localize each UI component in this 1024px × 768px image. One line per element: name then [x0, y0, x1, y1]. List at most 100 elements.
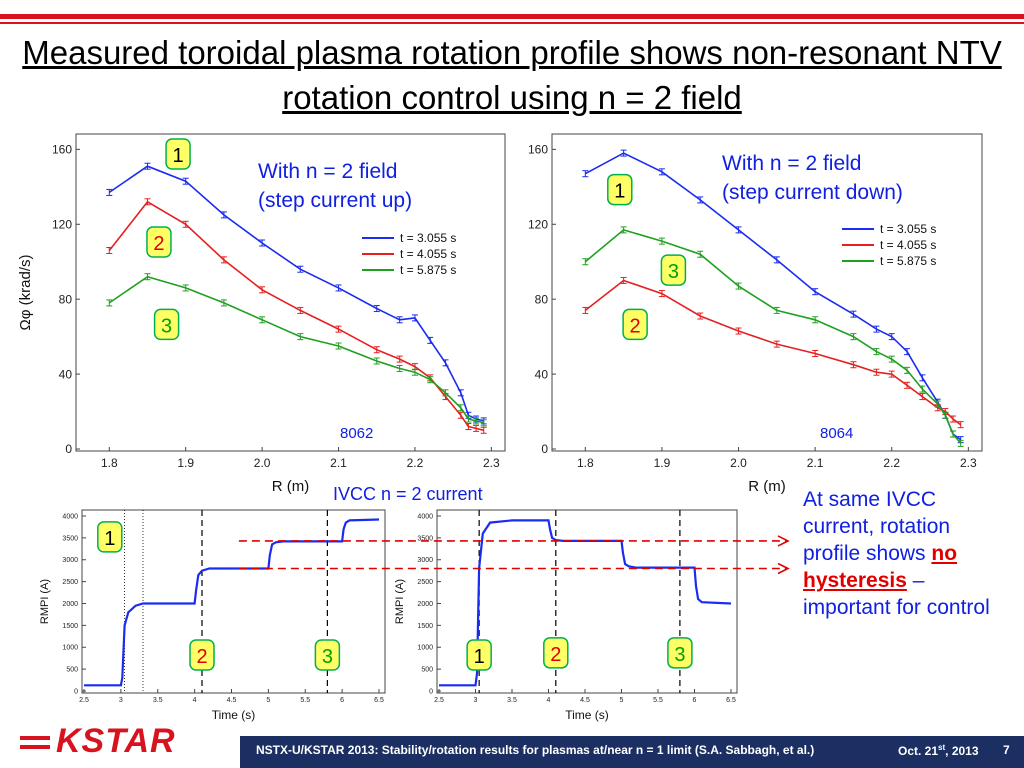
- series-line-0: [439, 519, 732, 687]
- step-marker-label: 3: [322, 646, 333, 668]
- y-tick-label: 3000: [417, 557, 433, 564]
- x-axis-label: R (m): [748, 478, 786, 495]
- x-tick-label: 5: [620, 697, 624, 704]
- y-tick-label: 160: [52, 143, 72, 157]
- step-marker-label: 2: [550, 644, 561, 666]
- x-tick-label: 1.9: [177, 456, 194, 470]
- x-tick-label: 2.5: [79, 697, 89, 704]
- y-tick-label: 3000: [62, 557, 78, 564]
- x-tick-label: 4.5: [227, 697, 237, 704]
- y-tick-label: 80: [535, 292, 549, 306]
- step-marker-box: [543, 637, 569, 669]
- legend-label: t = 5.875 s: [400, 263, 456, 277]
- page-number: 7: [1003, 743, 1010, 757]
- x-tick-label: 2.5: [434, 697, 444, 704]
- y-tick-label: 0: [541, 442, 548, 456]
- x-tick-label: 2.2: [407, 456, 424, 470]
- arrow-head: [777, 535, 790, 547]
- x-tick-label: 4.5: [580, 697, 590, 704]
- x-tick-label: 4: [193, 697, 197, 704]
- y-tick-label: 3500: [417, 535, 433, 542]
- logo-stripe: [20, 745, 50, 749]
- logo-stripe: [20, 736, 50, 740]
- step-marker-label: 3: [674, 644, 685, 666]
- legend-label: t = 3.055 s: [400, 231, 456, 245]
- series-line-2: [108, 275, 484, 424]
- y-tick-label: 4000: [62, 513, 78, 520]
- series-line-0: [108, 165, 484, 422]
- chart-rot_up: 0 40 80 120 160 1.8 1.9 2.0 2.1 2.2 2.3 R (m) Ωφ (kr…: [17, 133, 506, 495]
- step-marker-box: [189, 639, 215, 671]
- y-tick-label: 80: [59, 292, 73, 306]
- footer-date-year: , 2013: [945, 744, 979, 758]
- plot-frame: [75, 133, 506, 452]
- chart-annotation-line2: (step current up): [258, 189, 412, 212]
- series-line-2: [584, 229, 962, 444]
- step-marker-label: 1: [474, 646, 485, 668]
- kstar-logo: KSTAR: [56, 722, 176, 760]
- note-emphasis: no hysteresis: [803, 542, 958, 592]
- step-marker-box: [667, 637, 693, 669]
- y-tick-label: 2500: [417, 579, 433, 586]
- x-tick-label: 6: [340, 697, 344, 704]
- step-marker-box: [97, 521, 123, 553]
- step-marker-label: 2: [153, 233, 164, 255]
- legend-label: t = 4.055 s: [880, 238, 936, 252]
- x-axis-label: R (m): [272, 478, 310, 495]
- y-tick-label: 4000: [417, 513, 433, 520]
- top-rule-thin: [0, 22, 1024, 24]
- step-marker-label: 2: [630, 315, 641, 337]
- step-marker-label: 1: [172, 145, 183, 167]
- y-tick-label: 0: [429, 688, 433, 695]
- y-tick-label: 160: [528, 143, 548, 157]
- note-part1: At same IVCC current, rotation profile s…: [803, 488, 951, 565]
- y-tick-label: 40: [535, 367, 549, 381]
- x-tick-label: 3.5: [153, 697, 163, 704]
- chart-annotation-line1: With n = 2 field: [258, 160, 397, 183]
- footer-date-main: Oct. 21: [898, 744, 939, 758]
- footer-date: Oct. 21st, 2013: [898, 743, 979, 758]
- x-tick-label: 2.2: [883, 456, 900, 470]
- step-marker-box: [660, 254, 687, 286]
- shot-number: 8064: [820, 425, 853, 442]
- x-tick-label: 2.1: [807, 456, 824, 470]
- y-tick-label: 2000: [62, 601, 78, 608]
- step-marker-box: [466, 639, 492, 671]
- x-tick-label: 2.3: [960, 456, 977, 470]
- y-tick-label: 500: [66, 667, 78, 674]
- y-tick-label: 1500: [62, 623, 78, 630]
- series-line-1: [108, 200, 484, 432]
- step-marker-box: [153, 308, 180, 341]
- y-tick-label: 2500: [62, 579, 78, 586]
- x-tick-label: 5.5: [653, 697, 663, 704]
- series-line-0: [84, 518, 380, 687]
- y-axis-label: RMPI (A): [394, 579, 406, 624]
- step-marker-box: [622, 308, 648, 341]
- arrow-head: [777, 562, 790, 575]
- footer-date-sup: st: [938, 743, 946, 752]
- y-tick-label: 3500: [62, 535, 78, 542]
- step-marker-box: [146, 226, 172, 258]
- y-tick-label: 0: [65, 442, 72, 456]
- x-tick-label: 3: [119, 697, 123, 704]
- legend-label: t = 5.875 s: [880, 254, 936, 268]
- footer-citation: NSTX-U/KSTAR 2013: Stability/rotation re…: [256, 743, 815, 757]
- x-tick-label: 2.1: [330, 456, 347, 470]
- note-part2: – important for control: [803, 569, 990, 619]
- step-marker-box: [165, 138, 191, 170]
- chart-rmpi_down: 0 500 1000 1500 2000 2500 3000 3500 4000 2.5 3 3.5 4…: [394, 509, 738, 722]
- chart-rot_down: 0 40 80 120 160 1.8 1.9 2.0 2.1 2.2 2.3 R (m) t = 3.…: [528, 133, 983, 495]
- x-tick-label: 1.8: [577, 456, 594, 470]
- step-marker-label: 3: [668, 261, 679, 283]
- y-axis-label: Ωφ (krad/s): [17, 255, 34, 331]
- page-title: Measured toroidal plasma rotation profil…: [22, 34, 1002, 116]
- y-tick-label: 120: [528, 217, 548, 231]
- x-tick-label: 5.5: [300, 697, 310, 704]
- x-axis-label: Time (s): [565, 708, 609, 722]
- y-tick-label: 500: [421, 667, 433, 674]
- y-axis-label: RMPI (A): [39, 579, 51, 624]
- legend-label: t = 4.055 s: [400, 247, 456, 261]
- step-marker-label: 3: [161, 315, 172, 337]
- top-rule-thick: [0, 14, 1024, 19]
